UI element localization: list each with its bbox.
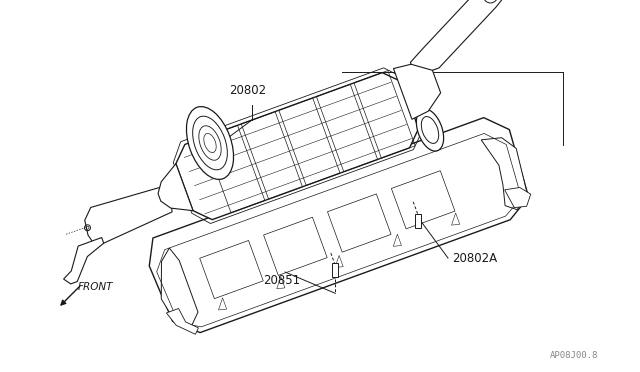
Ellipse shape bbox=[483, 0, 497, 3]
Polygon shape bbox=[505, 187, 531, 208]
Ellipse shape bbox=[417, 109, 444, 151]
Text: 20851: 20851 bbox=[264, 274, 301, 287]
Polygon shape bbox=[149, 118, 529, 333]
FancyBboxPatch shape bbox=[415, 214, 421, 228]
Polygon shape bbox=[328, 194, 391, 252]
Text: 20802A: 20802A bbox=[452, 251, 497, 264]
Polygon shape bbox=[84, 186, 172, 243]
Polygon shape bbox=[481, 138, 527, 210]
Polygon shape bbox=[63, 238, 104, 284]
Polygon shape bbox=[166, 308, 198, 334]
Polygon shape bbox=[394, 64, 441, 119]
Polygon shape bbox=[392, 171, 455, 229]
Ellipse shape bbox=[186, 107, 234, 179]
Text: AP08J00.8: AP08J00.8 bbox=[550, 351, 598, 360]
Polygon shape bbox=[176, 73, 419, 219]
Polygon shape bbox=[161, 248, 198, 325]
Text: FRONT: FRONT bbox=[78, 282, 113, 292]
Polygon shape bbox=[410, 0, 502, 77]
Text: 20802: 20802 bbox=[229, 84, 267, 97]
Polygon shape bbox=[158, 164, 193, 211]
Polygon shape bbox=[200, 240, 263, 299]
FancyBboxPatch shape bbox=[332, 263, 339, 277]
Polygon shape bbox=[264, 217, 327, 275]
